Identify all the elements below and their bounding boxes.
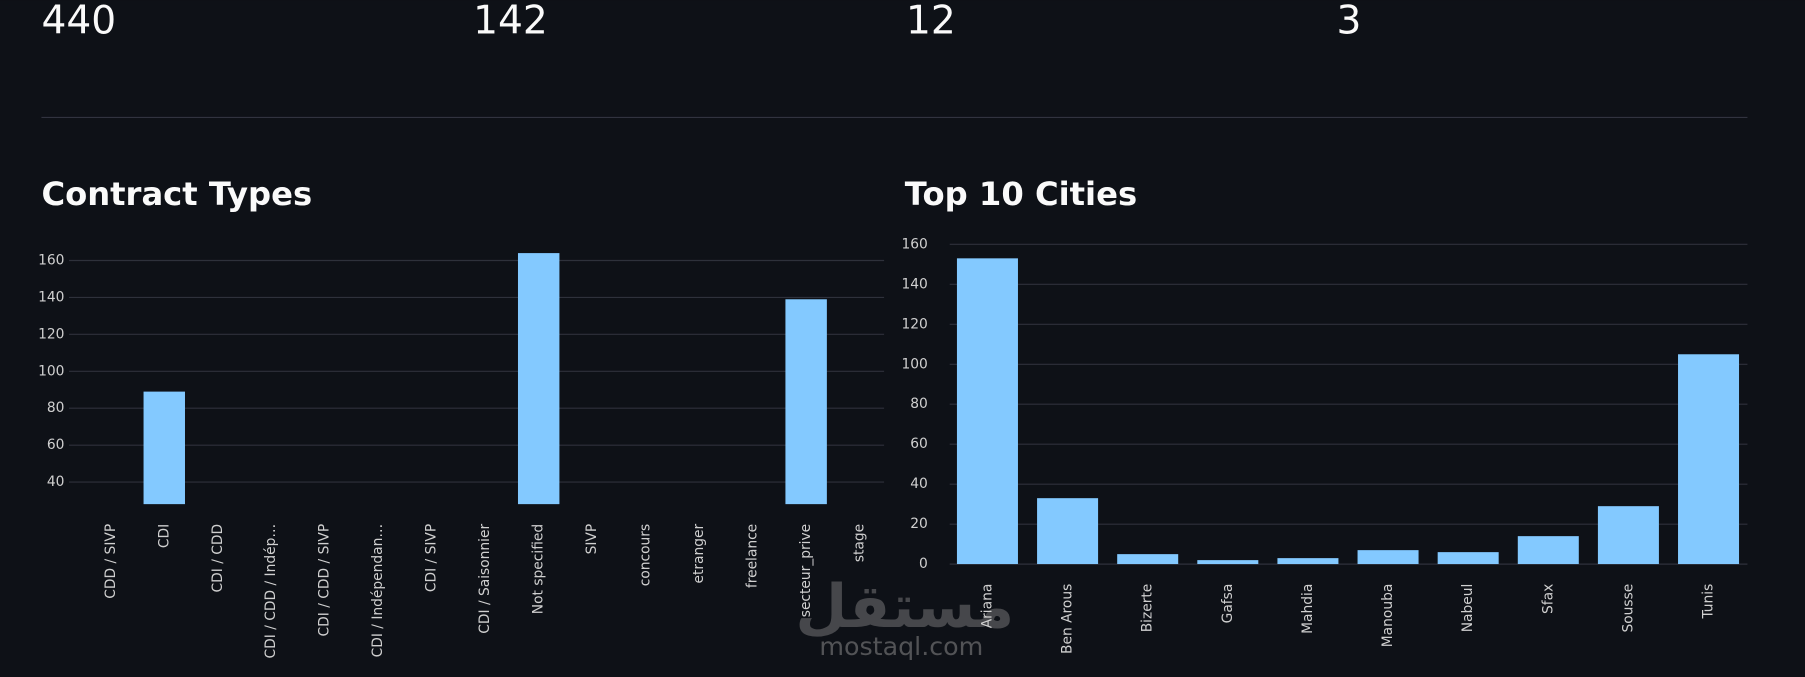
y-tick-label: 60 bbox=[47, 437, 65, 453]
x-tick-label: Sousse bbox=[1620, 584, 1636, 633]
x-tick-label: secteur_prive bbox=[798, 524, 814, 617]
x-tick-label: CDI / CDD bbox=[210, 524, 226, 593]
x-tick-label: Not specified bbox=[531, 524, 547, 614]
x-tick-label: Bizerte bbox=[1140, 584, 1156, 633]
bar bbox=[1117, 554, 1179, 565]
watermark: مستقل bbox=[795, 572, 1014, 642]
y-tick-label: 60 bbox=[910, 436, 928, 452]
bar bbox=[1437, 552, 1499, 565]
y-tick-label: 80 bbox=[47, 400, 65, 416]
bar bbox=[1277, 558, 1339, 565]
bar bbox=[1197, 560, 1259, 565]
y-tick-label: 140 bbox=[38, 289, 64, 305]
y-tick-label: 40 bbox=[47, 474, 65, 490]
y-tick-label: 120 bbox=[38, 326, 64, 342]
x-tick-label: Tunis bbox=[1701, 584, 1717, 620]
y-tick-label: 0 bbox=[919, 556, 928, 572]
x-tick-label: CDI / Saisonnier bbox=[477, 524, 493, 634]
watermark: mostaql.com bbox=[819, 631, 983, 661]
bar bbox=[1597, 506, 1659, 565]
metric-value: 142 bbox=[473, 0, 548, 44]
x-tick-label: CDI / CDD / SIVP bbox=[317, 524, 333, 637]
y-tick-label: 20 bbox=[910, 516, 928, 532]
x-tick-label: Gafsa bbox=[1220, 584, 1236, 624]
bar bbox=[956, 258, 1018, 565]
x-tick-label: CDD / SIVP bbox=[103, 524, 119, 599]
y-tick-label: 140 bbox=[901, 276, 927, 292]
y-tick-label: 160 bbox=[38, 252, 64, 268]
bar bbox=[1357, 550, 1419, 565]
metric-value: 440 bbox=[41, 0, 116, 44]
x-tick-label: Sfax bbox=[1540, 584, 1556, 614]
y-tick-label: 40 bbox=[910, 476, 928, 492]
x-tick-label: Mahdia bbox=[1300, 584, 1316, 634]
metric-value: 12 bbox=[906, 0, 956, 44]
x-tick-label: Ben Arous bbox=[1060, 584, 1076, 654]
plot bbox=[143, 253, 827, 505]
x-tick-label: CDI / CDD / Indép… bbox=[263, 524, 279, 659]
bar bbox=[143, 391, 185, 505]
bar bbox=[1517, 536, 1579, 565]
y-tick-label: 80 bbox=[910, 396, 928, 412]
chart-title: Contract Types bbox=[41, 175, 312, 213]
bar bbox=[785, 299, 827, 505]
x-tick-label: stage bbox=[852, 524, 868, 562]
x-tick-label: CDI bbox=[156, 524, 172, 548]
x-tick-label: freelance bbox=[745, 524, 761, 588]
plot bbox=[956, 258, 1740, 565]
bar bbox=[1678, 354, 1740, 565]
bar bbox=[1037, 498, 1099, 565]
x-tick-label: Ariana bbox=[979, 584, 995, 629]
x-tick-label: concours bbox=[638, 524, 654, 586]
x-tick-label: CDI / SIVP bbox=[424, 524, 440, 592]
x-tick-label: Nabeul bbox=[1460, 584, 1476, 633]
x-tick-label: SIVP bbox=[584, 524, 600, 555]
bar bbox=[517, 253, 560, 505]
y-tick-label: 100 bbox=[38, 363, 64, 379]
chart-title: Top 10 Cities bbox=[905, 175, 1137, 213]
y-tick-label: 160 bbox=[901, 236, 927, 252]
x-tick-label: Manouba bbox=[1380, 584, 1396, 648]
x-tick-label: etranger bbox=[691, 524, 707, 584]
x-tick-label: CDI / Indépendan… bbox=[370, 524, 386, 658]
y-tick-label: 100 bbox=[901, 356, 927, 372]
y-tick-label: 120 bbox=[901, 316, 927, 332]
metric-value: 3 bbox=[1336, 0, 1361, 44]
